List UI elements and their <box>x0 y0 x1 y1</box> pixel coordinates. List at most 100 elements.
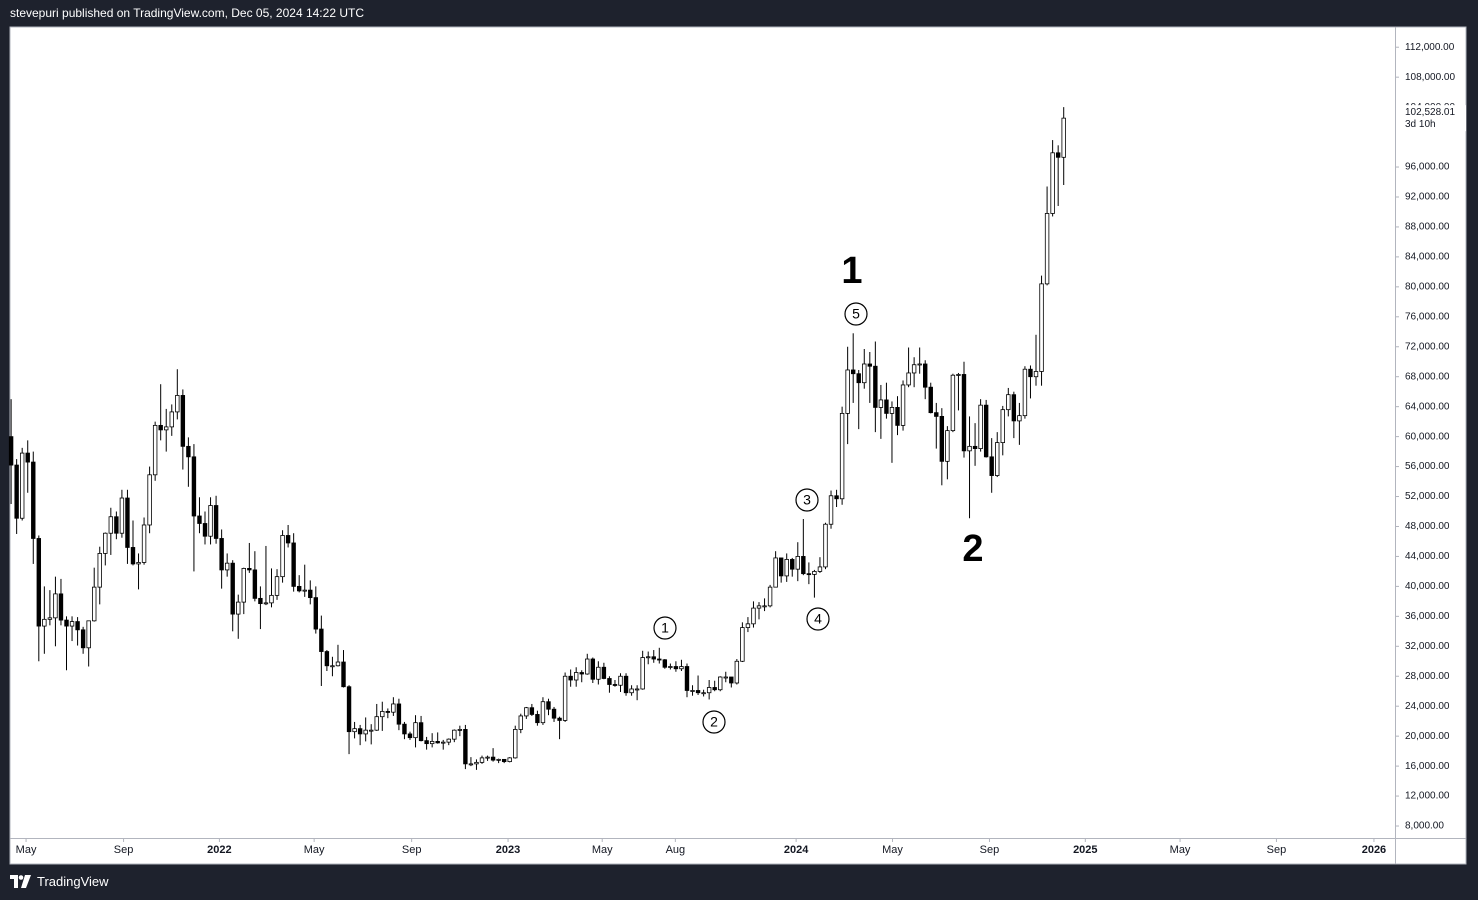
y-tick-label: 60,000.00 <box>1405 431 1450 442</box>
candle-body <box>352 728 357 733</box>
candle-body <box>862 363 867 384</box>
candle-body <box>136 562 141 565</box>
candle-body <box>756 605 762 609</box>
candle-body <box>790 559 795 570</box>
candle-body <box>668 666 673 668</box>
candle-body <box>917 363 922 366</box>
candle-body <box>884 399 889 414</box>
candle-body <box>302 589 307 592</box>
y-tick-label: 8,000.00 <box>1405 821 1444 832</box>
candle-body <box>224 562 230 571</box>
candle-body <box>363 729 368 735</box>
y-tick-label: 24,000.00 <box>1405 701 1450 712</box>
candle-body <box>175 395 180 413</box>
y-tick-label: 108,000.00 <box>1405 72 1455 83</box>
candle-body <box>308 589 313 599</box>
candle-body <box>219 538 224 571</box>
candle-body <box>258 597 263 605</box>
candle-body <box>695 690 701 694</box>
candle-body <box>967 445 972 452</box>
candle-body <box>657 658 662 661</box>
brand[interactable]: TradingView <box>10 874 109 889</box>
candle-body <box>923 363 928 388</box>
y-tick-label: 48,000.00 <box>1405 521 1450 532</box>
candle-body <box>64 619 69 627</box>
candle-body <box>573 672 579 681</box>
candle-body <box>86 620 91 649</box>
candle-body <box>1006 394 1011 411</box>
candle-body <box>479 757 485 763</box>
candle-body <box>313 597 319 630</box>
candle-body <box>662 659 668 668</box>
candle-body <box>939 415 945 462</box>
candle-body <box>58 593 64 621</box>
candle-body <box>684 666 690 691</box>
y-tick-label: 72,000.00 <box>1405 341 1450 352</box>
candle-body <box>413 722 418 739</box>
candle-body <box>330 665 335 668</box>
candle-body <box>474 761 479 765</box>
candle-body <box>590 658 596 680</box>
candle-body <box>280 535 285 578</box>
candle-body <box>441 741 446 744</box>
publish-info: stevepuri published on TradingView.com, … <box>10 6 364 20</box>
candle-body <box>524 707 529 717</box>
candle-body <box>712 687 717 691</box>
candle-body <box>629 688 634 694</box>
candle-body <box>972 445 978 450</box>
candle-body <box>762 605 767 608</box>
candle-body <box>812 571 817 575</box>
candle-body <box>651 656 656 660</box>
candle-body <box>119 497 125 534</box>
candle-body <box>236 601 241 615</box>
x-tick-label: Sep <box>402 844 422 856</box>
candle-body <box>607 678 612 685</box>
wave-circle <box>795 488 819 512</box>
candle-body <box>773 557 778 588</box>
candle-body <box>718 676 723 691</box>
candle-body <box>978 404 983 450</box>
candle-body <box>407 733 413 739</box>
wave-circle <box>844 302 868 326</box>
candle-body <box>834 495 839 500</box>
candle-body <box>867 363 873 367</box>
y-tick-label: 28,000.00 <box>1405 671 1450 682</box>
y-tick-label: 52,000.00 <box>1405 491 1450 502</box>
candle-body <box>1000 409 1005 444</box>
y-tick-label: 112,000.00 <box>1405 42 1455 53</box>
candle-body <box>324 651 330 667</box>
candle-body <box>945 430 950 462</box>
y-tick-label: 56,000.00 <box>1405 461 1450 472</box>
candle-body <box>513 729 518 759</box>
wave-label: 5 <box>852 306 860 322</box>
candle-body <box>729 676 734 684</box>
candle-body <box>391 703 396 713</box>
candle-body <box>817 566 823 572</box>
candle-body <box>319 628 324 652</box>
candle-body <box>285 535 291 544</box>
last-price-tag <box>1396 105 1466 132</box>
candle-body <box>989 456 994 476</box>
candle-body <box>895 407 900 426</box>
x-tick-label: May <box>304 844 325 856</box>
candle-body <box>745 623 751 628</box>
wave-label: 2 <box>710 714 718 730</box>
candle-body <box>740 627 745 662</box>
x-tick-label: Aug <box>666 844 686 856</box>
candle-body <box>679 666 684 670</box>
y-tick-label: 44,000.00 <box>1405 551 1450 562</box>
y-tick-label: 80,000.00 <box>1405 281 1450 292</box>
candle-body <box>369 729 374 732</box>
candle-body <box>496 758 501 761</box>
candle-body <box>845 369 850 414</box>
candle-body <box>579 672 584 675</box>
candle-body <box>618 675 623 686</box>
candle-body <box>446 738 451 743</box>
candle-body <box>795 556 800 570</box>
candle-body <box>485 756 490 759</box>
wave-label: 1 <box>661 620 669 636</box>
candle-body <box>889 407 895 414</box>
candle-body <box>252 569 258 599</box>
candle-body <box>640 657 645 690</box>
candle-body <box>247 568 252 571</box>
